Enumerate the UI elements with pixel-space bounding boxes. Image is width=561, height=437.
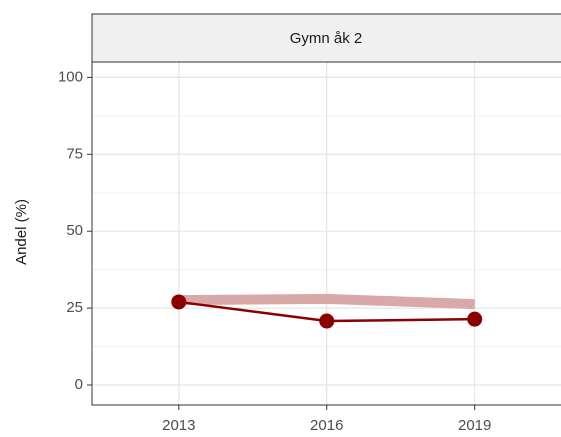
y-tick-label: 50 (66, 222, 83, 239)
facet-title: Gymn åk 2 (290, 30, 363, 47)
x-tick-label: 2016 (310, 417, 343, 434)
series-line (178, 293, 475, 310)
x-tick-label: 2013 (162, 417, 195, 434)
y-axis-label: Andel (%) (13, 199, 30, 265)
facet-strip (91, 13, 561, 63)
point (171, 294, 187, 310)
y-tick-label: 25 (66, 299, 83, 316)
x-tick-label: 2019 (458, 417, 491, 434)
y-tick-label: 75 (66, 145, 83, 162)
point (467, 311, 483, 327)
panel-border (91, 61, 561, 406)
point (319, 313, 335, 329)
y-tick-label: 0 (75, 376, 83, 393)
y-tick-label: 100 (58, 68, 83, 85)
